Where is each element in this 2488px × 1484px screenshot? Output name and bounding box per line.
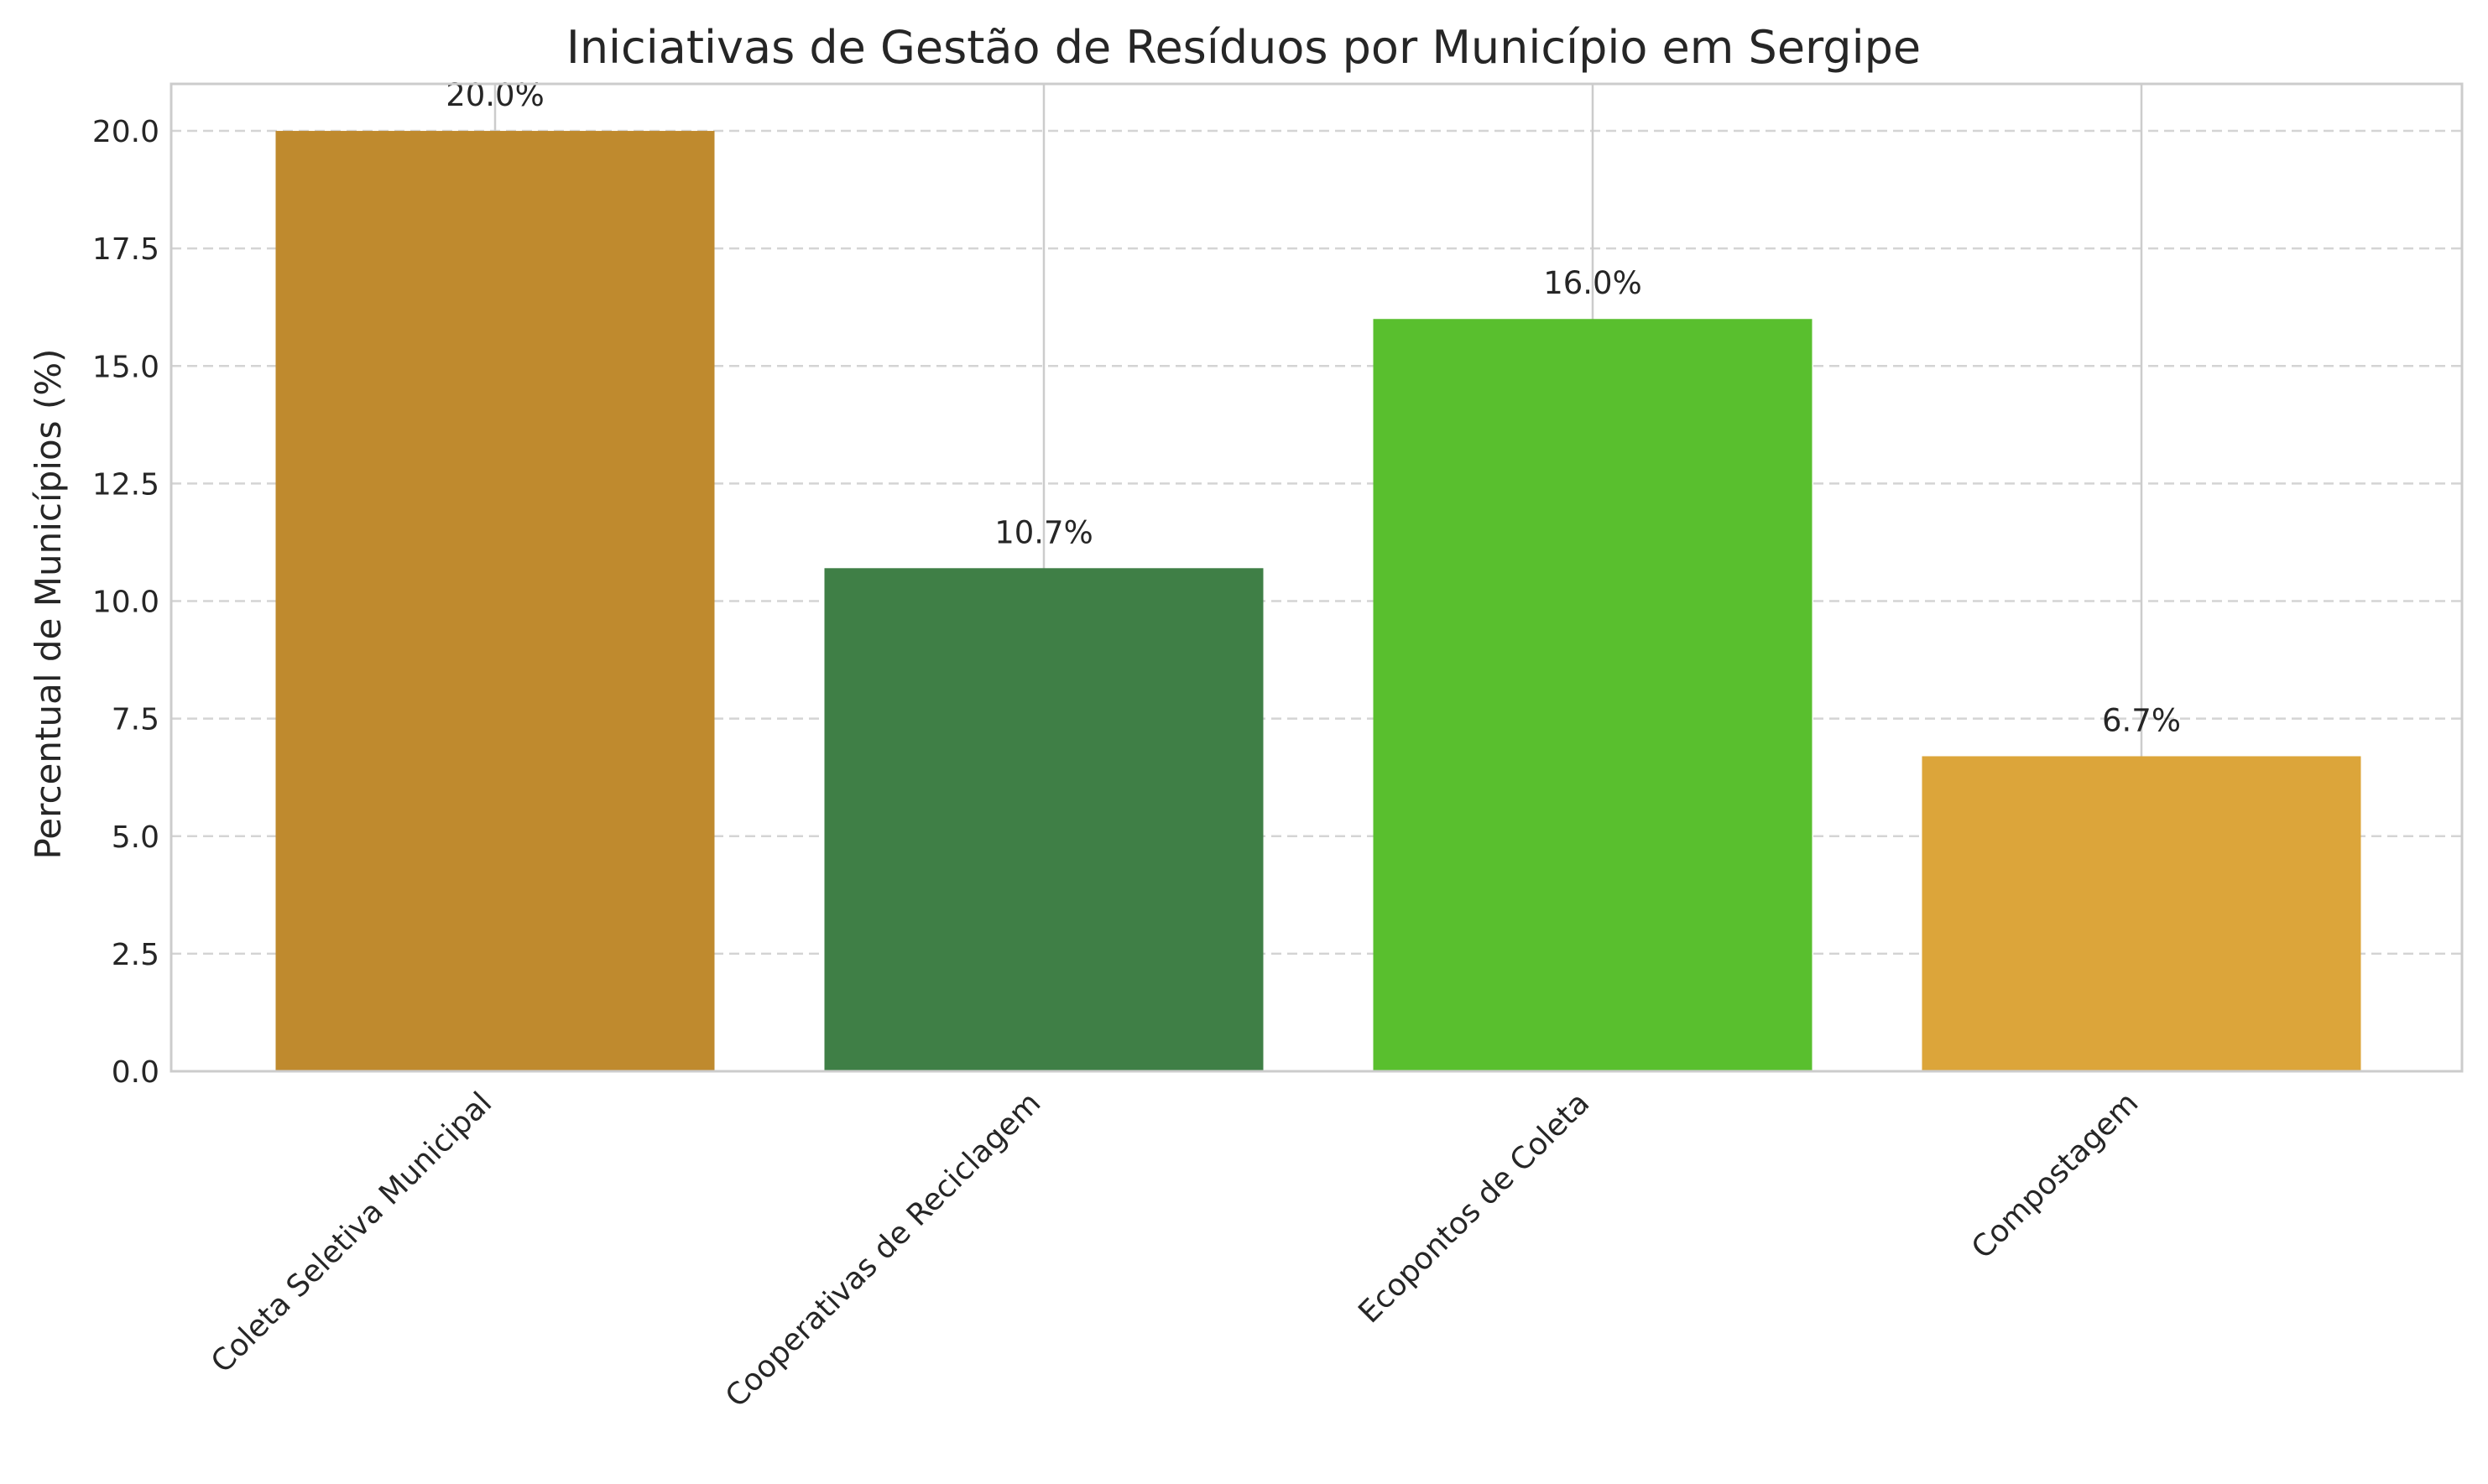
y-axis-label: Percentual de Municípios (%) <box>28 348 69 859</box>
x-axis-ticks: Coleta Seletiva Municipal Cooperativas de… <box>205 1086 2145 1414</box>
plot-frame <box>170 82 2464 1073</box>
x-tick-label: Coleta Seletiva Municipal <box>205 1086 498 1379</box>
y-tick-label: 20.0 <box>92 115 159 149</box>
bars <box>275 131 2361 1072</box>
x-tick-label: Ecopontos de Coleta <box>1352 1086 1596 1330</box>
y-tick-label: 5.0 <box>112 820 159 855</box>
bar-value-label: 16.0% <box>1543 265 1642 301</box>
chart-title: Iniciativas de Gestão de Resíduos por Mu… <box>566 21 1921 74</box>
y-tick-label: 0.0 <box>112 1055 159 1090</box>
y-tick-label: 12.5 <box>92 467 159 502</box>
bar-3 <box>1373 319 1813 1071</box>
y-tick-label: 7.5 <box>112 703 159 737</box>
bar-value-label: 10.7% <box>994 514 1093 550</box>
bar-value-label: 6.7% <box>2102 702 2181 738</box>
bar-4 <box>1922 756 2361 1071</box>
y-axis-ticks: 0.0 2.5 5.0 7.5 10.0 12.5 15.0 17.5 20.0 <box>92 115 159 1090</box>
y-tick-label: 15.0 <box>92 350 159 384</box>
y-tick-label: 10.0 <box>92 586 159 620</box>
bar-1 <box>275 131 715 1072</box>
bar-value-label: 20.0% <box>446 77 545 113</box>
x-tick-label: Cooperativas de Reciclagem <box>719 1086 1047 1414</box>
x-tick-label: Compostagem <box>1965 1086 2145 1265</box>
y-tick-label: 2.5 <box>112 938 159 972</box>
bar-2 <box>824 568 1264 1071</box>
y-tick-label: 17.5 <box>92 232 159 267</box>
